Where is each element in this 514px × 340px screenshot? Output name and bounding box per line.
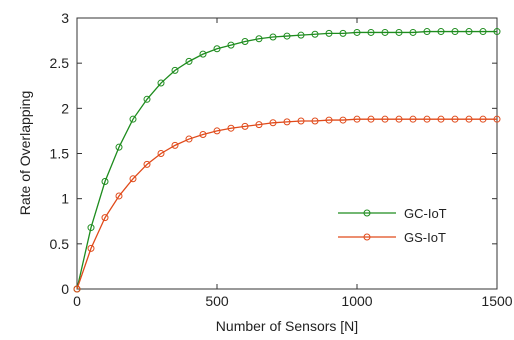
data-point-gc-iot	[423, 28, 431, 36]
legend-label-gs-iot: GS-IoT	[404, 230, 446, 245]
y-axis-title: Rate of Overlapping	[17, 91, 33, 216]
data-point-gs-iot	[255, 121, 263, 129]
y-tick-label: 1.5	[50, 146, 70, 162]
data-point-gc-iot	[409, 28, 417, 36]
data-point-gs-iot	[73, 285, 81, 293]
data-point-gs-iot	[451, 115, 459, 123]
data-point-gc-iot	[395, 28, 403, 36]
data-point-gs-iot	[465, 115, 473, 123]
series-line-gs-iot	[76, 118, 497, 290]
data-point-gc-iot	[101, 178, 109, 186]
series-gc-iot	[73, 28, 501, 293]
data-point-gc-iot	[493, 28, 501, 36]
data-point-gc-iot	[283, 32, 291, 40]
data-point-gs-iot	[381, 115, 389, 123]
data-point-gc-iot	[465, 28, 473, 36]
data-point-gs-iot	[395, 115, 403, 123]
data-point-gs-iot	[129, 175, 137, 183]
x-tick-label: 500	[205, 293, 229, 309]
data-point-gc-iot	[367, 28, 375, 36]
data-point-gc-iot	[129, 115, 137, 123]
data-point-gc-iot	[157, 79, 165, 87]
legend-marker-gc-iot	[363, 209, 371, 217]
data-point-gs-iot	[493, 115, 501, 123]
legend-marker-gs-iot	[363, 233, 371, 241]
data-point-gc-iot	[255, 35, 263, 43]
data-point-gs-iot	[101, 214, 109, 222]
y-tick-label: 1	[61, 191, 69, 207]
data-point-gc-iot	[185, 57, 193, 65]
data-point-gs-iot	[437, 115, 445, 123]
y-tick-label: 2.5	[50, 55, 70, 71]
data-point-gs-iot	[115, 192, 123, 200]
data-point-gs-iot	[87, 244, 95, 252]
data-point-gs-iot	[199, 131, 207, 139]
data-point-gc-iot	[269, 33, 277, 41]
x-axis-title: Number of Sensors [N]	[216, 318, 358, 334]
data-point-gc-iot	[437, 28, 445, 36]
data-point-gs-iot	[227, 124, 235, 132]
data-point-gc-iot	[87, 224, 95, 232]
data-point-gc-iot	[479, 28, 487, 36]
data-point-gs-iot	[297, 117, 305, 125]
y-tick-label: 0	[61, 281, 69, 297]
data-point-gs-iot	[367, 115, 375, 123]
data-point-gc-iot	[339, 29, 347, 37]
y-tick-label: 3	[61, 10, 69, 26]
data-point-gc-iot	[353, 28, 361, 36]
data-point-gs-iot	[283, 118, 291, 126]
plot-area	[76, 17, 498, 290]
series-layer	[73, 28, 501, 293]
data-point-gc-iot	[227, 41, 235, 49]
x-tick-label: 0	[73, 293, 81, 309]
y-tick-label: 2	[61, 100, 69, 116]
data-point-gs-iot	[241, 122, 249, 130]
data-point-gs-iot	[213, 127, 221, 135]
x-tick-label: 1500	[481, 293, 512, 309]
data-point-gc-iot	[241, 37, 249, 45]
data-point-gc-iot	[325, 29, 333, 37]
data-point-gc-iot	[171, 66, 179, 74]
data-point-gs-iot	[423, 115, 431, 123]
data-point-gs-iot	[409, 115, 417, 123]
data-point-gs-iot	[157, 150, 165, 157]
y-tick-label: 0.5	[50, 236, 70, 252]
data-point-gs-iot	[339, 116, 347, 124]
data-point-gc-iot	[297, 31, 305, 39]
data-point-gc-iot	[381, 28, 389, 36]
data-point-gc-iot	[115, 143, 123, 151]
axis-ticks: 0 500 1000 1500 0 0.5 1 1.5 2 2.5 3	[50, 10, 513, 309]
legend-label-gc-iot: GC-IoT	[404, 206, 447, 221]
data-point-gc-iot	[143, 95, 151, 103]
data-point-gs-iot	[171, 141, 179, 149]
series-gs-iot	[73, 115, 501, 293]
data-point-gc-iot	[213, 45, 221, 53]
data-point-gs-iot	[185, 135, 193, 143]
data-point-gs-iot	[479, 115, 487, 123]
data-point-gc-iot	[451, 28, 459, 36]
x-tick-label: 1000	[341, 293, 372, 309]
data-point-gc-iot	[311, 30, 319, 38]
data-point-gc-iot	[199, 50, 207, 58]
data-point-gs-iot	[269, 119, 277, 127]
data-point-gs-iot	[143, 160, 151, 168]
data-point-gs-iot	[325, 116, 333, 124]
data-point-gs-iot	[353, 115, 361, 123]
data-point-gs-iot	[311, 117, 319, 125]
legend: GC-IoT GS-IoT	[338, 206, 447, 245]
series-line-gc-iot	[76, 30, 497, 290]
